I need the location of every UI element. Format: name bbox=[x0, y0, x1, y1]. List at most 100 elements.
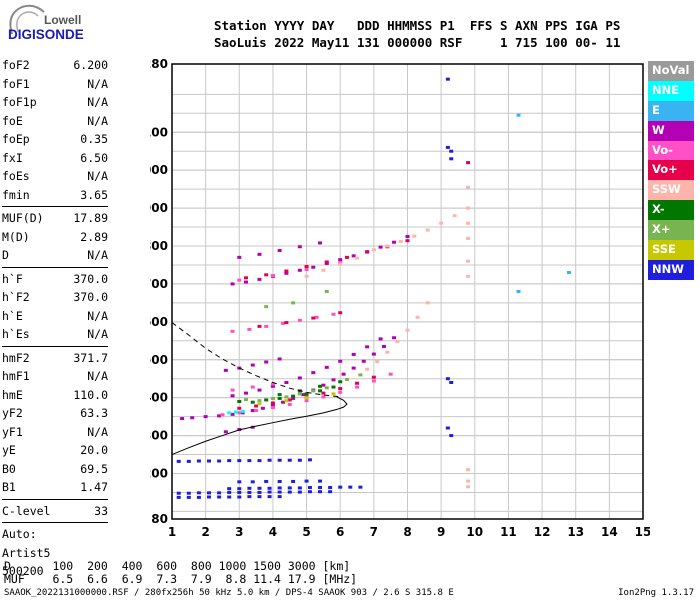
param-row: hmE 110.0 bbox=[2, 386, 108, 405]
echo-point-nnw bbox=[307, 490, 312, 494]
echo-point-nnw bbox=[445, 377, 450, 381]
electron-density-profile bbox=[171, 396, 348, 456]
echo-point-vo- bbox=[388, 372, 393, 376]
legend-item-sse: SSE bbox=[648, 240, 694, 260]
echo-point-x- bbox=[291, 394, 296, 398]
param-name: foF1p bbox=[2, 95, 37, 109]
echo-point-ssw bbox=[466, 468, 471, 472]
legend-item-x-: X- bbox=[648, 200, 694, 221]
echo-point-ssw bbox=[412, 234, 417, 238]
echo-point-vo- bbox=[304, 268, 309, 272]
echo-point-nnw bbox=[328, 490, 333, 494]
echo-point-vo- bbox=[257, 324, 262, 328]
param-name: h`F2 bbox=[2, 290, 30, 304]
param-name: MUF(D) bbox=[2, 211, 44, 225]
param-name: h`F bbox=[2, 271, 23, 286]
legend-item-w: W bbox=[648, 120, 694, 141]
echo-point-nnw bbox=[348, 485, 353, 489]
echo-point-x- bbox=[324, 290, 329, 293]
echo-point-w bbox=[250, 409, 255, 413]
echo-point-nnw bbox=[237, 495, 242, 499]
param-value: N/A bbox=[87, 424, 108, 439]
echo-point-nnw bbox=[297, 490, 302, 494]
param-name: D bbox=[2, 248, 9, 262]
param-value: N/A bbox=[87, 169, 108, 183]
echo-point-sse bbox=[331, 392, 336, 396]
echo-point-vo- bbox=[281, 321, 286, 325]
echo-point-nnw bbox=[445, 426, 450, 430]
header-labels-row: Station YYYY DAY DDD HHMMSS P1 FFS S AXN… bbox=[214, 18, 621, 33]
echo-point-ssw bbox=[371, 248, 376, 252]
y-tick-label: 700 bbox=[150, 277, 168, 291]
echo-point-x- bbox=[331, 385, 336, 389]
echo-point-vo- bbox=[247, 327, 252, 331]
echo-point-nnw bbox=[287, 490, 292, 494]
echo-point-vo- bbox=[371, 379, 376, 383]
echo-point-w bbox=[223, 368, 228, 372]
y-tick-label: 400 bbox=[150, 391, 168, 405]
echo-point-ssw bbox=[439, 221, 444, 225]
echo-point-vo- bbox=[264, 324, 269, 328]
echo-point-ssw bbox=[466, 221, 471, 225]
param-name: foF1 bbox=[2, 76, 30, 91]
param-value: 20.0 bbox=[80, 443, 108, 457]
echo-point-nnw bbox=[277, 486, 282, 490]
echo-point-vo- bbox=[338, 311, 343, 315]
param-value: 69.5 bbox=[80, 461, 108, 476]
echo-point-w bbox=[277, 357, 282, 361]
param-name: hmE bbox=[2, 387, 23, 402]
echo-point-nnw bbox=[247, 495, 252, 499]
echo-point-vo- bbox=[287, 398, 292, 402]
echo-point-w bbox=[240, 411, 245, 415]
param-row: M(D) 2.89 bbox=[2, 228, 108, 247]
param-value: 110.0 bbox=[73, 387, 108, 402]
echo-point-ssw bbox=[321, 268, 326, 272]
param-value: N/A bbox=[87, 113, 108, 128]
echo-point-w bbox=[217, 414, 222, 418]
echo-point-nnw bbox=[277, 479, 282, 483]
echo-point-nnw bbox=[207, 491, 212, 495]
echo-point-w bbox=[338, 258, 343, 262]
echo-point-ssw bbox=[466, 479, 471, 483]
param-row: D N/A bbox=[2, 246, 108, 265]
legend-item-vo-: Vo+ bbox=[648, 160, 694, 181]
echo-point-nnw bbox=[207, 459, 212, 463]
param-row: hmF1 N/A bbox=[2, 367, 108, 386]
x-tick-label: 15 bbox=[635, 525, 650, 539]
y-tick-label: 500 bbox=[150, 353, 168, 367]
echo-point-w bbox=[237, 255, 242, 259]
param-separator bbox=[2, 266, 108, 268]
echo-point-w bbox=[301, 393, 306, 397]
param-name: yF2 bbox=[2, 406, 23, 420]
echo-point-nnw bbox=[449, 149, 454, 153]
echo-point-w bbox=[311, 265, 316, 269]
echo-point-w bbox=[270, 403, 275, 407]
echo-point-sse bbox=[304, 396, 309, 400]
x-tick-label: 4 bbox=[269, 525, 277, 539]
echo-point-nnw bbox=[328, 486, 333, 490]
echo-point-vo- bbox=[338, 261, 343, 265]
legend-item-nnw: NNW bbox=[648, 259, 694, 280]
echo-point-w bbox=[351, 352, 356, 356]
echo-point-x- bbox=[264, 305, 269, 309]
legend-item-ssw: SSW bbox=[648, 180, 694, 201]
echo-point-nnw bbox=[318, 486, 323, 490]
param-name: foEp bbox=[2, 132, 30, 146]
echo-point-w bbox=[297, 268, 302, 272]
echo-point-nnw bbox=[338, 485, 343, 489]
echo-point-nnw bbox=[445, 77, 450, 81]
echo-point-nnw bbox=[237, 490, 242, 494]
echo-point-vo- bbox=[264, 273, 269, 277]
echo-point-vo- bbox=[311, 316, 316, 320]
logo-line2: DIGISONDE bbox=[8, 27, 84, 42]
echo-point-e bbox=[566, 271, 571, 275]
echo-point-nnw bbox=[358, 485, 363, 489]
echo-point-ssw bbox=[466, 236, 471, 240]
echo-point-nnw bbox=[186, 491, 191, 495]
y-tick-label: 1000 bbox=[150, 163, 168, 177]
ionogram-plot: 1234567891011121314158020030040050060070… bbox=[135, 57, 652, 539]
echo-point-vo- bbox=[371, 375, 376, 379]
param-row: C-level 33 bbox=[2, 502, 108, 521]
legend-item-nne: NNE bbox=[648, 80, 694, 101]
echo-point-nnw bbox=[297, 458, 302, 462]
